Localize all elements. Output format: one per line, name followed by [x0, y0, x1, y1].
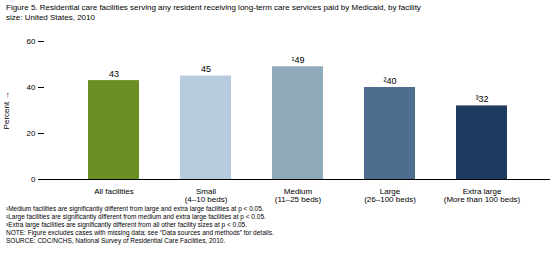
svg-text:All facilities: All facilities	[94, 187, 134, 196]
svg-text:Large(26–100 beds): Large(26–100 beds)	[364, 187, 416, 204]
html-text:SOURCE: CDC/NCHS, National Sur: SOURCE: CDC/NCHS, National Survey of Res…	[6, 237, 226, 244]
svg-text:40: 40	[27, 83, 36, 92]
svg-text:45: 45	[201, 64, 211, 74]
svg-text:Small(4–10 beds): Small(4–10 beds)	[185, 187, 228, 204]
svg-text:20: 20	[27, 129, 36, 138]
svg-text:Percent →: Percent →	[2, 92, 11, 130]
svg-text:0: 0	[31, 175, 36, 184]
html-text:²Large facilities are signific: ²Large facilities are significantly diff…	[6, 213, 266, 220]
svg-text:³32: ³32	[475, 94, 488, 104]
html-text:Figure 5. Residential care fac: Figure 5. Residential care facilities se…	[6, 3, 421, 22]
html-text:³Extra large facilities are si: ³Extra large facilities are significantl…	[6, 221, 247, 228]
html-text:NOTE: Figure excludes cases wi: NOTE: Figure excludes cases with missing…	[6, 229, 274, 236]
html-text:¹Medium facilities are signifi: ¹Medium facilities are significantly dif…	[6, 205, 264, 212]
svg-text:¹49: ¹49	[291, 55, 304, 65]
svg-text:Medium(11–25 beds): Medium(11–25 beds)	[275, 187, 322, 204]
svg-text:Extra large(More than 100 beds: Extra large(More than 100 beds)	[444, 187, 521, 204]
svg-text:60: 60	[27, 37, 36, 46]
svg-text:43: 43	[109, 69, 119, 79]
svg-text:²40: ²40	[383, 76, 396, 86]
